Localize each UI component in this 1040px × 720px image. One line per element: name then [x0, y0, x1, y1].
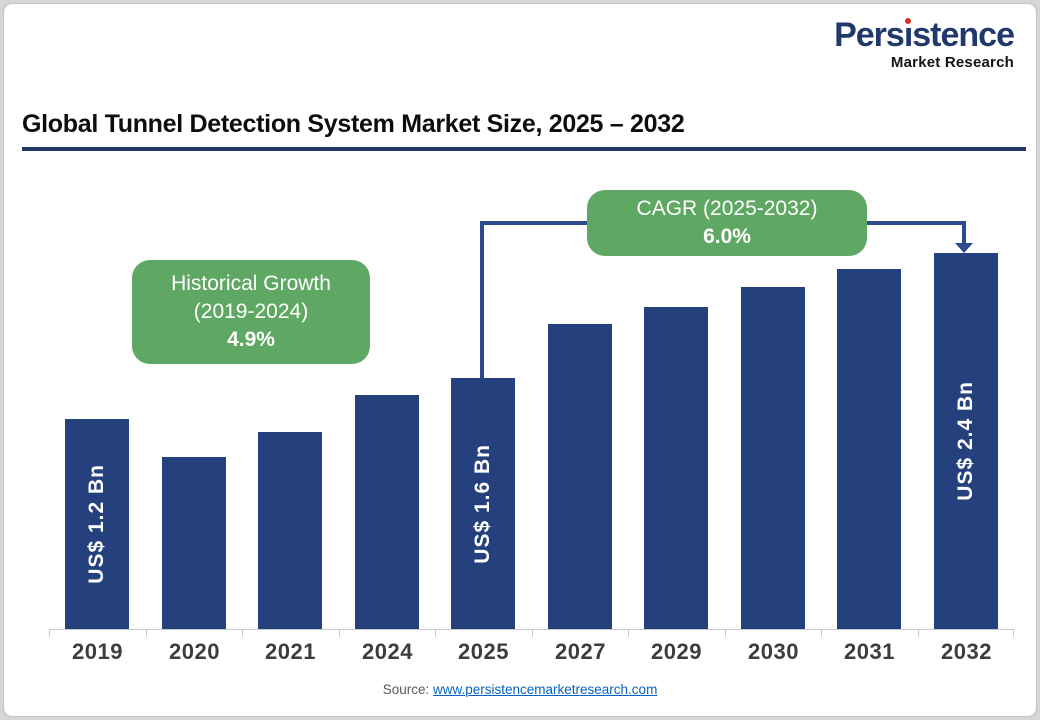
axis-tick [918, 630, 919, 637]
bar-2021 [258, 432, 322, 629]
brand-tagline: Market Research [890, 54, 1014, 71]
axis-tick [242, 630, 243, 637]
axis-tick [339, 630, 340, 637]
axis-tick [628, 630, 629, 637]
source-prefix: Source: [382, 682, 430, 697]
bar-2025: US$ 1.6 Bn [451, 378, 515, 629]
historical-growth-line2: (2019-2024) [193, 300, 309, 323]
brand-letter-i: ı [903, 16, 913, 54]
source-link[interactable]: www.persistencemarketresearch.com [432, 682, 658, 697]
x-axis-label-2019: 2019 [72, 639, 123, 664]
bar-2030 [741, 287, 805, 629]
cagr-line1: CAGR (2025-2032) [636, 197, 818, 220]
title-underline [22, 147, 1026, 151]
bar-2024 [355, 395, 419, 629]
axis-tick [146, 630, 147, 637]
bar-2019: US$ 1.2 Bn [65, 419, 129, 629]
x-axis-label-2025: 2025 [458, 639, 509, 664]
x-axis-label-2031: 2031 [844, 639, 895, 664]
axis-tick [435, 630, 436, 637]
x-axis-label-2032: 2032 [941, 639, 992, 664]
bar-value-label-2025: US$ 1.6 Bn [471, 443, 494, 564]
historical-growth-callout: Historical Growth (2019-2024) 4.9% [132, 260, 370, 364]
bar-2020 [162, 457, 226, 629]
historical-growth-value: 4.9% [227, 328, 275, 351]
bar-2031 [837, 269, 901, 629]
x-axis-label-2029: 2029 [651, 639, 702, 664]
bar-2027 [548, 324, 612, 629]
cagr-connector-vertical-right [962, 221, 966, 243]
logo-red-dot-icon [905, 18, 912, 24]
bar-value-label-2019: US$ 1.2 Bn [85, 464, 108, 584]
x-axis-label-2021: 2021 [265, 639, 316, 664]
axis-tick [532, 630, 533, 637]
x-axis-label-2024: 2024 [362, 639, 413, 664]
x-axis-labels: 2019 2020 2021 2024 2025 2027 2029 2030 2031 2032 [49, 639, 1014, 669]
cagr-connector-vertical-left [480, 221, 484, 378]
axis-tick [821, 630, 822, 637]
axis-tick [1013, 630, 1014, 637]
brand-text-post: stence [912, 16, 1015, 54]
cagr-value: 6.0% [703, 225, 751, 248]
brand-text-pre: Pers [834, 16, 905, 54]
x-axis-label-2020: 2020 [169, 639, 220, 664]
bar-2032: US$ 2.4 Bn [934, 253, 998, 629]
chart-card: Persı stence Market Research Global Tunne… [3, 3, 1037, 717]
cagr-callout: CAGR (2025-2032) 6.0% [587, 190, 867, 256]
source-line: Source: www.persistencemarketresearch.co… [4, 682, 1036, 697]
bar-value-label-2032: US$ 2.4 Bn [954, 381, 977, 501]
page-title: Global Tunnel Detection System Market Si… [22, 110, 685, 138]
historical-growth-line1: Historical Growth [171, 272, 331, 295]
axis-tick [49, 630, 50, 637]
bar-chart-plot-area: US$ 1.2 Bn US$ 1.6 Bn US$ 2.4 Bn [49, 164, 1014, 637]
brand-name: Persı stence [834, 16, 1015, 54]
axis-tick [725, 630, 726, 637]
x-axis-line [49, 629, 1014, 630]
x-axis-label-2030: 2030 [748, 639, 799, 664]
x-axis-label-2027: 2027 [555, 639, 606, 664]
logo: Persı stence Market Research [834, 16, 1015, 71]
cagr-arrow-icon [955, 243, 973, 253]
bar-2029 [644, 307, 708, 629]
